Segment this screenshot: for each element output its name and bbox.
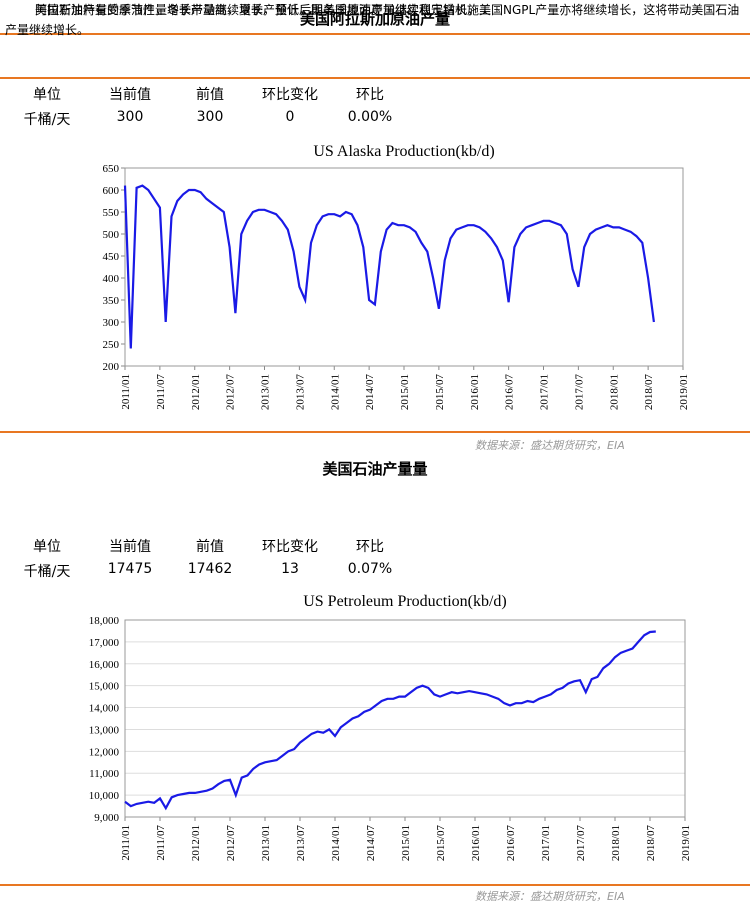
- x-tick-label: 2016/07: [504, 374, 516, 411]
- table-header: 环比: [356, 539, 384, 555]
- x-tick-label: 2014/07: [364, 374, 376, 411]
- table-header: 当前值: [109, 539, 151, 555]
- x-tick-label: 2012/07: [225, 374, 237, 411]
- x-tick-label: 2014/01: [330, 825, 342, 861]
- table-header: 环比变化: [262, 87, 318, 103]
- y-tick-label: 550: [103, 207, 120, 219]
- x-tick-label: 2015/07: [434, 374, 446, 411]
- table-cell: 0.00%: [347, 109, 393, 125]
- x-tick-label: 2016/01: [470, 825, 482, 861]
- section-note: 阿拉斯加特有的季节性，冬季产量高，夏季产量低，因冬季地面更加结实利于钻机施工: [35, 3, 492, 17]
- table-header: 前值: [196, 87, 224, 103]
- y-tick-label: 450: [103, 251, 120, 263]
- x-tick-label: 2013/07: [294, 374, 306, 411]
- table-cell: 17475: [107, 561, 153, 577]
- table-cell: 17462: [187, 561, 233, 577]
- table-cell: 0: [285, 109, 295, 125]
- x-tick-label: 2012/07: [225, 825, 237, 862]
- section-note: 美国石油产量受原油产量增长带动继续增长，预计后期美国原油产量继续稳定增长，美国N…: [5, 3, 740, 37]
- data-line: [124, 630, 656, 811]
- y-tick-label: 350: [103, 295, 120, 307]
- x-tick-label: 2019/01: [680, 825, 692, 861]
- plot-frame: [124, 619, 686, 818]
- chart-title: US Alaska Production(kb/d): [313, 143, 494, 160]
- table-header: 单位: [33, 87, 61, 103]
- source-note: 数据来源：盛达期货研究，EIA: [475, 439, 625, 452]
- y-tick-label: 14,000: [89, 703, 120, 715]
- plot-frame: [124, 167, 684, 367]
- y-tick-label: 13,000: [89, 724, 120, 736]
- x-tick-label: 2011/01: [120, 825, 132, 861]
- chart: US Alaska Production(kb/d) 200 250 300 350 40…: [103, 143, 691, 411]
- y-tick-label: 400: [103, 273, 120, 285]
- x-tick-label: 2015/07: [435, 825, 447, 862]
- x-tick-label: 2018/07: [643, 374, 655, 411]
- x-tick-label: 2017/07: [575, 825, 587, 862]
- y-tick-label: 9,000: [94, 812, 119, 824]
- x-tick-label: 2018/01: [610, 825, 622, 861]
- table-cell: 13: [281, 561, 299, 577]
- x-tick-label: 2018/01: [608, 374, 620, 410]
- y-tick-label: 11,000: [89, 768, 119, 780]
- y-tick-label: 12,000: [89, 746, 120, 758]
- divider: [0, 33, 750, 35]
- x-tick-label: 2019/01: [678, 374, 690, 410]
- y-tick-label: 200: [103, 361, 120, 373]
- table-cell: 0.07%: [347, 561, 393, 577]
- y-tick-label: 18,000: [89, 615, 120, 627]
- table-cell: 300: [196, 109, 224, 125]
- y-tick-label: 10,000: [89, 790, 120, 802]
- divider: [0, 77, 750, 79]
- table-header: 环比: [356, 87, 384, 103]
- x-tick-label: 2011/01: [120, 374, 132, 410]
- x-tick-label: 2016/01: [469, 374, 481, 410]
- x-tick-label: 2017/07: [573, 374, 585, 411]
- y-tick-label: 15,000: [89, 681, 120, 693]
- x-tick-label: 2015/01: [400, 825, 412, 861]
- x-tick-label: 2013/01: [260, 374, 272, 410]
- data-line: [123, 184, 655, 349]
- y-tick-label: 17,000: [89, 637, 120, 649]
- y-tick-label: 250: [103, 339, 120, 351]
- x-tick-label: 2015/01: [399, 374, 411, 410]
- table-header: 当前值: [109, 87, 151, 103]
- y-tick-label: 16,000: [89, 659, 120, 671]
- x-tick-label: 2013/07: [295, 825, 307, 862]
- chart-title: US Petroleum Production(kb/d): [303, 593, 507, 610]
- source-note: 数据来源：盛达期货研究，EIA: [475, 890, 625, 903]
- table-cell: 千桶/天: [23, 564, 71, 580]
- divider: [0, 431, 750, 433]
- x-tick-label: 2018/07: [645, 825, 657, 862]
- table-cell: 千桶/天: [23, 112, 71, 128]
- section-title: 美国阿拉斯加原油产量: [299, 10, 450, 28]
- table-header: 单位: [33, 539, 61, 555]
- x-tick-label: 2014/07: [365, 825, 377, 862]
- y-tick-label: 600: [103, 185, 120, 197]
- section-title: 美国石油产量量: [322, 460, 428, 478]
- x-tick-label: 2013/01: [260, 825, 272, 861]
- x-tick-label: 2017/01: [539, 374, 551, 410]
- x-tick-label: 2012/01: [190, 374, 202, 410]
- x-tick-label: 2012/01: [190, 825, 202, 861]
- x-tick-label: 2011/07: [155, 825, 167, 861]
- x-tick-label: 2014/01: [329, 374, 341, 410]
- x-tick-label: 2016/07: [505, 825, 517, 862]
- divider: [0, 884, 750, 886]
- x-tick-label: 2017/01: [540, 825, 552, 861]
- table-header: 环比变化: [262, 539, 318, 555]
- x-tick-label: 2011/07: [155, 374, 167, 410]
- table-cell: 300: [116, 109, 144, 125]
- chart: US Petroleum Production(kb/d) 9,000 10,000…: [89, 593, 692, 862]
- table-header: 前值: [196, 539, 224, 555]
- y-tick-label: 500: [103, 229, 120, 241]
- y-tick-label: 300: [103, 317, 120, 329]
- y-tick-label: 650: [103, 163, 120, 175]
